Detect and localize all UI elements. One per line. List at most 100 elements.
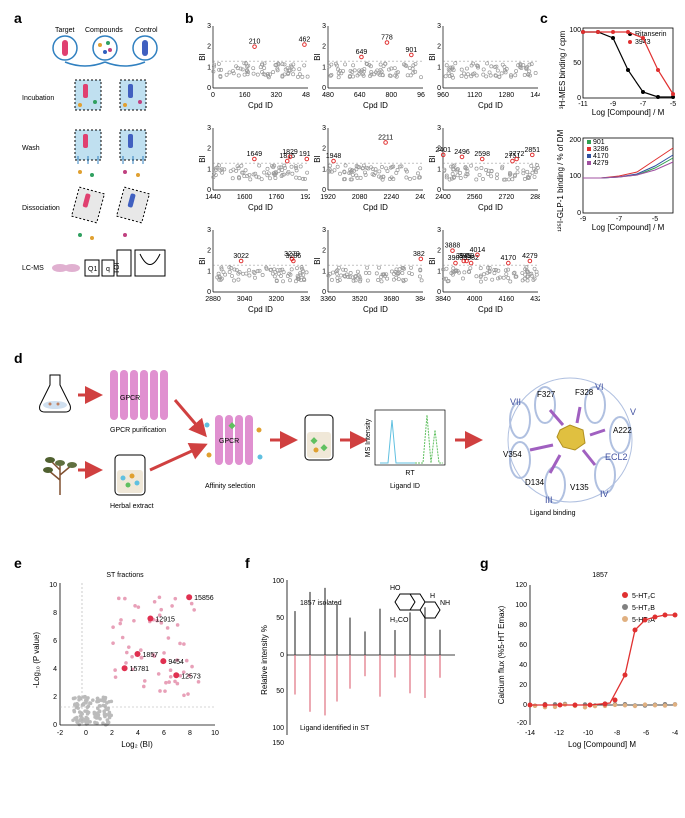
svg-text:3360: 3360 bbox=[300, 296, 310, 303]
svg-text:0: 0 bbox=[207, 289, 211, 296]
svg-text:ECL2: ECL2 bbox=[605, 452, 628, 462]
svg-text:0: 0 bbox=[211, 92, 215, 99]
svg-text:2: 2 bbox=[207, 146, 211, 153]
svg-text:1: 1 bbox=[322, 268, 326, 275]
svg-text:-2: -2 bbox=[57, 730, 63, 737]
svg-text:640: 640 bbox=[354, 92, 366, 99]
svg-text:462: 462 bbox=[299, 37, 310, 44]
panel-b-subplot-8: BI Cpd ID01233840400041604320 3888 3903 … bbox=[425, 224, 540, 316]
svg-text:TOF: TOF bbox=[114, 260, 121, 274]
svg-text:0: 0 bbox=[437, 187, 441, 194]
svg-text:RT: RT bbox=[405, 470, 415, 477]
svg-text:4014: 4014 bbox=[470, 247, 486, 254]
svg-text:Ligand ID: Ligand ID bbox=[390, 483, 420, 490]
svg-text:100: 100 bbox=[272, 725, 284, 732]
svg-text:210: 210 bbox=[249, 39, 261, 46]
svg-text:1920: 1920 bbox=[300, 194, 310, 201]
svg-text:Relative intensity %: Relative intensity % bbox=[260, 625, 269, 695]
svg-text:2: 2 bbox=[322, 44, 326, 51]
panel-b-subplot-0: BI Cpd ID01230160320480 210 462 bbox=[195, 20, 310, 112]
svg-text:H₃CO: H₃CO bbox=[390, 617, 409, 624]
label-target: Target bbox=[55, 27, 75, 34]
svg-text:0: 0 bbox=[207, 187, 211, 194]
svg-text:MS Intensity: MS Intensity bbox=[365, 418, 372, 457]
svg-text:50: 50 bbox=[573, 60, 581, 67]
svg-text:6: 6 bbox=[162, 730, 166, 737]
svg-text:-7: -7 bbox=[616, 216, 622, 223]
svg-text:20: 20 bbox=[519, 682, 527, 689]
label-compounds: Compounds bbox=[85, 27, 123, 34]
svg-text:4000: 4000 bbox=[467, 296, 483, 303]
svg-text:778: 778 bbox=[381, 35, 393, 42]
svg-text:150: 150 bbox=[272, 740, 284, 747]
svg-text:4: 4 bbox=[136, 730, 140, 737]
svg-text:10: 10 bbox=[211, 730, 219, 737]
svg-text:BI: BI bbox=[198, 155, 207, 163]
svg-text:0: 0 bbox=[207, 85, 211, 92]
panel-b-subplot-2: BI Cpd ID0123960112012801440 bbox=[425, 20, 540, 112]
svg-text:1: 1 bbox=[207, 166, 211, 173]
svg-text:901: 901 bbox=[405, 47, 417, 54]
svg-text:1: 1 bbox=[437, 64, 441, 71]
svg-text:1829: 1829 bbox=[282, 149, 298, 156]
svg-text:3: 3 bbox=[207, 227, 211, 234]
svg-text:100: 100 bbox=[569, 27, 581, 34]
svg-text:15781: 15781 bbox=[130, 666, 150, 673]
svg-text:Cpd ID: Cpd ID bbox=[363, 305, 388, 314]
svg-text:3200: 3200 bbox=[269, 296, 285, 303]
svg-text:1920: 1920 bbox=[320, 194, 336, 201]
svg-text:3: 3 bbox=[207, 23, 211, 30]
panel-e-volcano: ST fractions 15856 12915 1857 15781 9454… bbox=[25, 565, 225, 755]
svg-text:1120: 1120 bbox=[467, 92, 482, 99]
svg-text:2: 2 bbox=[437, 44, 441, 51]
svg-text:VI: VI bbox=[595, 382, 604, 392]
svg-text:960: 960 bbox=[417, 92, 425, 99]
svg-text:Cpd ID: Cpd ID bbox=[363, 101, 388, 110]
panel-label-c: c bbox=[540, 10, 548, 26]
svg-text:5-HT₂C: 5-HT₂C bbox=[632, 593, 655, 600]
svg-text:4170: 4170 bbox=[593, 153, 609, 160]
svg-text:4: 4 bbox=[53, 666, 57, 673]
svg-text:D134: D134 bbox=[525, 478, 545, 487]
panel-label-b: b bbox=[185, 10, 194, 26]
svg-text:3: 3 bbox=[207, 125, 211, 132]
panel-label-f: f bbox=[245, 555, 250, 571]
svg-text:1948: 1948 bbox=[326, 153, 342, 160]
svg-text:-11: -11 bbox=[578, 101, 588, 108]
svg-text:100: 100 bbox=[569, 173, 581, 180]
svg-text:200: 200 bbox=[569, 137, 581, 144]
svg-text:3680: 3680 bbox=[384, 296, 400, 303]
svg-text:120: 120 bbox=[515, 582, 527, 589]
svg-text:GPCR purification: GPCR purification bbox=[110, 427, 166, 434]
svg-text:HO: HO bbox=[390, 585, 401, 592]
svg-text:Cpd ID: Cpd ID bbox=[478, 305, 503, 314]
svg-text:F327: F327 bbox=[537, 390, 556, 399]
svg-text:BI: BI bbox=[313, 257, 322, 265]
svg-text:6: 6 bbox=[53, 638, 57, 645]
svg-text:Calcium flux (%5-HT Emax): Calcium flux (%5-HT Emax) bbox=[497, 605, 506, 704]
svg-text:2880: 2880 bbox=[205, 296, 221, 303]
svg-text:100: 100 bbox=[272, 578, 284, 585]
label-lcms: LC-MS bbox=[22, 265, 44, 272]
svg-text:4320: 4320 bbox=[530, 296, 540, 303]
svg-text:1: 1 bbox=[207, 268, 211, 275]
svg-text:Affinity selection: Affinity selection bbox=[205, 483, 256, 490]
svg-text:12915: 12915 bbox=[155, 617, 175, 624]
svg-text:0: 0 bbox=[322, 187, 326, 194]
svg-text:3888: 3888 bbox=[445, 243, 461, 250]
svg-text:2496: 2496 bbox=[454, 149, 470, 156]
svg-text:Herbal extract: Herbal extract bbox=[110, 503, 154, 510]
svg-text:800: 800 bbox=[385, 92, 397, 99]
svg-text:2211: 2211 bbox=[378, 134, 393, 141]
svg-text:3040: 3040 bbox=[237, 296, 253, 303]
svg-text:1857: 1857 bbox=[143, 652, 159, 659]
svg-text:Cpd ID: Cpd ID bbox=[248, 305, 273, 314]
svg-text:1: 1 bbox=[437, 268, 441, 275]
panel-label-e: e bbox=[14, 555, 22, 571]
svg-text:BI: BI bbox=[313, 155, 322, 163]
panel-f-mirror: Relative intensity % 100500 50100 150 18… bbox=[255, 565, 465, 755]
svg-text:Cpd ID: Cpd ID bbox=[363, 203, 388, 212]
svg-text:Cpd ID: Cpd ID bbox=[478, 203, 503, 212]
svg-text:V354: V354 bbox=[503, 450, 522, 459]
svg-text:320: 320 bbox=[270, 92, 282, 99]
